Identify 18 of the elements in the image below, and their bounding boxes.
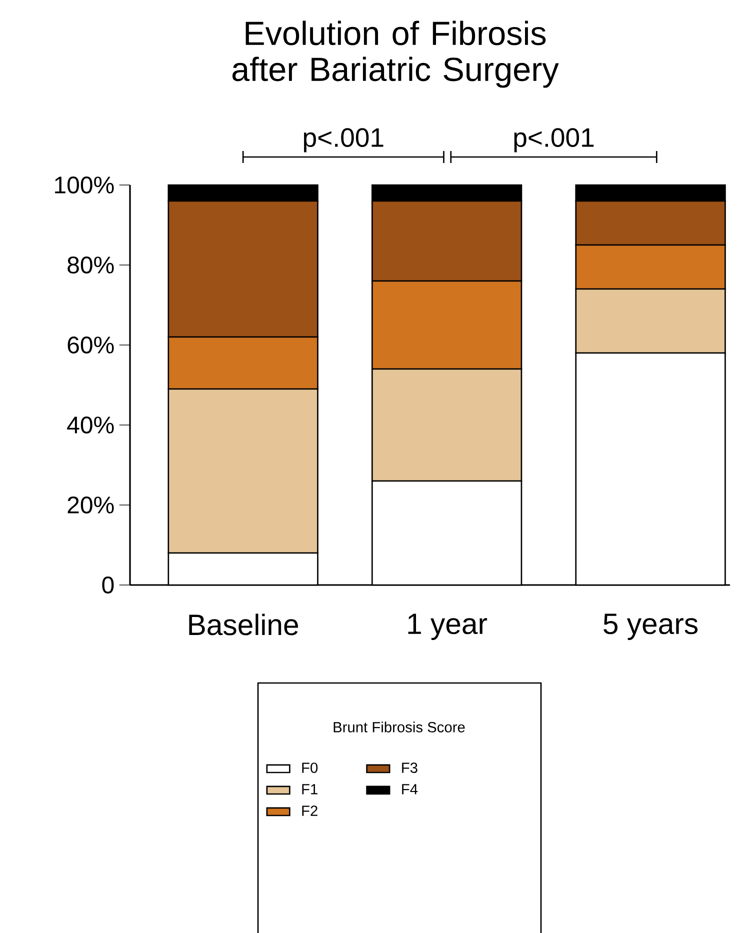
y-tick-label: 0 bbox=[102, 576, 114, 594]
y-tick-label: 20% bbox=[68, 496, 114, 514]
legend-label: F0 bbox=[302, 762, 318, 773]
x-tick-label: 1 year bbox=[408, 614, 488, 640]
legend-label: F4 bbox=[402, 784, 418, 794]
y-tick-label: 80% bbox=[68, 256, 114, 274]
x-tick-label: Baseline bbox=[189, 614, 298, 636]
y-tick-label: 40% bbox=[67, 416, 114, 434]
text: p<.001 bbox=[514, 128, 594, 152]
text: p<.001 bbox=[304, 128, 384, 152]
legend-label: F1 bbox=[302, 784, 318, 794]
y-tick-label: 60% bbox=[68, 336, 114, 354]
x-tick-label: 5 years bbox=[604, 614, 698, 640]
y-tick-label: 100% bbox=[55, 176, 114, 194]
legend-title: Brunt Fibrosis Score bbox=[334, 722, 465, 732]
legend-label: F3 bbox=[402, 762, 418, 773]
legend-label: F2 bbox=[302, 806, 318, 816]
chart-title: Evolution of Fibrosis after Bariatric Surgery bbox=[232, 20, 559, 88]
